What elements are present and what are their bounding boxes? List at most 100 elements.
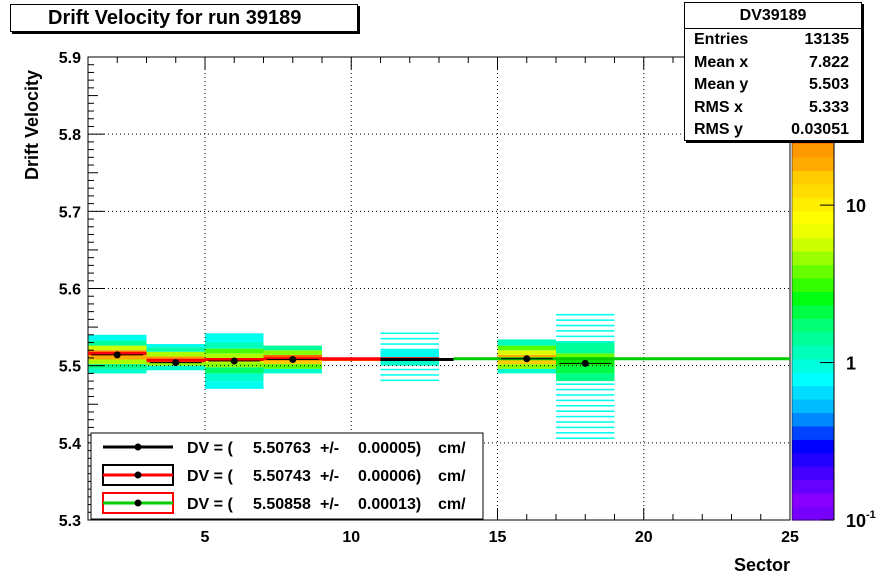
heatmap-cell: [205, 373, 264, 382]
heatmap-cell: [88, 334, 147, 341]
heatmap-cell: [556, 324, 615, 327]
heatmap-cell: [556, 394, 615, 396]
legend-unit: cm/: [438, 468, 466, 485]
palette-cell: [792, 224, 834, 239]
plot-title: Drift Velocity for run 39189: [10, 4, 358, 32]
palette-cell: [792, 466, 834, 481]
heatmap-cell: [263, 368, 322, 374]
legend-value: 5.50743: [253, 468, 311, 485]
heatmap-cell: [146, 365, 205, 371]
palette-cell: [792, 493, 834, 508]
heatmap-cell: [146, 347, 205, 352]
legend-err: 0.00005): [358, 440, 421, 457]
x-tick-label: 20: [635, 529, 653, 546]
heatmap-cell: [556, 365, 615, 374]
axis-ticks: [87, 56, 791, 521]
heatmap-cell: [88, 364, 147, 369]
tick-labels: 5 10 15 20 25 5.3 5.4 5.5 5.6 5.7 5.8 5.9: [59, 50, 799, 546]
legend-marker: [134, 443, 142, 451]
heatmap-cell: [497, 339, 556, 346]
data-point: [113, 351, 121, 359]
heatmap-cell: [205, 367, 264, 374]
stats-value: 7.822: [808, 53, 849, 71]
palette-cell: [792, 412, 834, 427]
stats-label: RMS x: [694, 98, 743, 116]
heatmap-cell: [88, 340, 147, 346]
heatmap-cell: [556, 426, 615, 429]
heatmap-cell: [380, 379, 439, 382]
palette-cell: [792, 385, 834, 400]
legend: DV = ( 5.50763 +/- 0.00005) cm/DV = ( 5.50743…: [90, 432, 484, 520]
heatmap-cell: [556, 373, 615, 382]
stats-box: DV39189 Entries 13135 Mean x 7.822 Mean y 5.5…: [684, 2, 862, 141]
heatmap-cell: [88, 359, 147, 365]
x-tick-label: 15: [489, 529, 507, 546]
heatmap-cell: [205, 362, 264, 368]
y-tick-label: 5.6: [59, 282, 81, 299]
heatmap-cell: [497, 368, 556, 374]
stats-label: Mean y: [694, 76, 749, 93]
heatmap-cell: [205, 333, 264, 343]
heatmap-cell: [556, 421, 615, 423]
stats-row: RMS x 5.333: [685, 97, 861, 120]
stats-name: DV39189: [685, 3, 861, 29]
y-tick-label: 5.9: [59, 50, 81, 67]
heatmap-cell: [556, 405, 615, 407]
legend-prefix: DV = (: [187, 468, 233, 485]
heatmap-cell: [263, 364, 322, 369]
heatmap-cell: [556, 335, 615, 338]
stats-value: 0.03051: [791, 121, 849, 138]
legend-pm: +/-: [320, 496, 339, 513]
palette-cell: [792, 237, 834, 252]
stats-value: 5.333: [808, 98, 849, 116]
heatmap-cell: [556, 340, 615, 343]
stats-label: Mean x: [694, 53, 749, 71]
heatmap-cell: [497, 350, 556, 355]
legend-value: 5.50763: [253, 440, 311, 457]
palette-cell: [792, 183, 834, 198]
y-tick-label: 5.4: [59, 436, 81, 453]
palette-cell: [792, 156, 834, 171]
palette-cell: [792, 197, 834, 212]
heatmap-cell: [88, 345, 147, 351]
legend-prefix: DV = (: [187, 440, 233, 457]
x-axis-label: Sector: [734, 555, 790, 575]
legend-err: 0.00013): [358, 496, 421, 513]
data-points: [91, 351, 612, 367]
palette-cell: [792, 331, 834, 346]
palette-label: 10: [846, 511, 866, 531]
palette-cell: [792, 251, 834, 266]
data-point: [581, 359, 589, 367]
heatmap-cell: [380, 368, 439, 371]
heatmap-cell: [380, 361, 439, 366]
palette-cell: [792, 506, 834, 521]
heatmap-cell: [380, 374, 439, 376]
heatmap-cell: [205, 342, 264, 349]
heatmap-cell: [556, 353, 615, 360]
heatmap-cell: [88, 368, 147, 374]
stats-label: RMS y: [694, 121, 743, 138]
heatmap-cell: [556, 437, 615, 439]
palette-cell: [792, 345, 834, 360]
palette-cell: [792, 398, 834, 414]
data-point: [172, 359, 180, 367]
palette-cell: [792, 304, 834, 319]
stats-row: Entries 13135: [685, 29, 861, 52]
palette-cell: [792, 439, 834, 454]
palette-cell: [792, 210, 834, 225]
heatmap-cell: [205, 348, 264, 354]
heatmap-cell: [380, 337, 439, 340]
palette-cell: [792, 358, 834, 373]
heatmap-cell: [263, 350, 322, 355]
y-tick-label: 5.8: [59, 127, 81, 144]
stats-row: Mean x 7.822: [685, 52, 861, 75]
legend-pm: +/-: [320, 440, 339, 457]
legend-unit: cm/: [438, 440, 466, 457]
heatmap-cell: [205, 381, 264, 389]
heatmap-cell: [556, 410, 615, 412]
palette-cell: [792, 291, 834, 306]
legend-marker: [134, 471, 142, 479]
x-tick-label: 10: [342, 529, 360, 546]
